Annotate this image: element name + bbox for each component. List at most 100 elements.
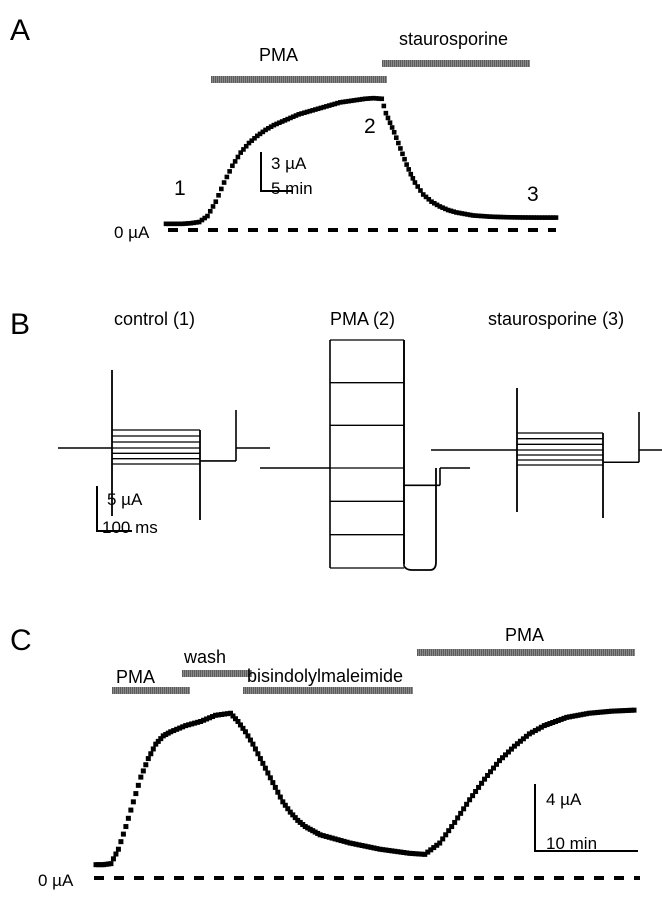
- data-point: [583, 711, 589, 717]
- data-point: [113, 851, 119, 857]
- data-point: [189, 721, 195, 727]
- data-point: [402, 156, 407, 162]
- data-point: [140, 768, 146, 774]
- data-point: [485, 772, 491, 778]
- data-point: [393, 135, 399, 140]
- data-point: [174, 726, 180, 732]
- panel-c-zero-line: [94, 876, 640, 880]
- data-point: [431, 845, 437, 851]
- data-point: [263, 127, 268, 133]
- data-point: [221, 180, 227, 185]
- data-point: [252, 746, 258, 752]
- panel-a-point-label-2: 2: [364, 115, 376, 138]
- data-point: [512, 215, 517, 220]
- data-point: [180, 221, 185, 227]
- data-point: [247, 737, 253, 743]
- data-point: [186, 722, 192, 728]
- data-point: [440, 836, 446, 842]
- data-point: [329, 835, 335, 841]
- data-point: [272, 784, 278, 790]
- panel-b-title-pma: PMA (2): [330, 309, 396, 329]
- data-point: [434, 842, 440, 848]
- data-point: [329, 102, 335, 108]
- data-point: [494, 761, 500, 767]
- data-point: [416, 851, 422, 857]
- data-point: [362, 96, 368, 102]
- data-point: [357, 97, 362, 102]
- data-point: [511, 743, 517, 749]
- data-point: [315, 106, 321, 112]
- sweep-line: [403, 468, 437, 571]
- data-point: [617, 708, 623, 714]
- data-point: [338, 838, 344, 844]
- data-point: [532, 728, 538, 734]
- data-point: [155, 738, 161, 744]
- data-point: [347, 840, 353, 846]
- data-point: [353, 841, 359, 847]
- data-point: [277, 120, 282, 126]
- data-point: [541, 723, 547, 729]
- data-point: [254, 133, 260, 139]
- data-point: [118, 839, 124, 845]
- panel-c-scale-bar: [534, 784, 640, 854]
- data-point: [335, 100, 340, 106]
- data-point: [344, 839, 350, 845]
- data-point: [274, 121, 279, 127]
- data-point: [245, 733, 251, 739]
- data-point: [277, 794, 283, 800]
- data-point: [410, 176, 416, 181]
- data-point: [262, 765, 268, 771]
- data-point: [177, 221, 183, 227]
- data-point: [210, 714, 216, 720]
- data-point: [514, 215, 520, 220]
- data-point: [473, 789, 479, 795]
- data-point: [296, 112, 302, 117]
- data-point: [188, 220, 194, 226]
- data-point: [242, 729, 248, 735]
- data-point: [362, 843, 368, 849]
- data-point: [280, 799, 286, 805]
- data-point: [386, 847, 392, 853]
- data-point: [292, 815, 298, 821]
- data-point: [385, 115, 391, 121]
- panel-b-scale-current-label: 5 µA: [107, 490, 143, 509]
- data-point: [198, 718, 204, 724]
- data-point: [213, 712, 219, 718]
- data-point: [235, 154, 241, 160]
- data-point: [302, 110, 307, 116]
- data-point: [597, 709, 603, 715]
- data-point: [451, 209, 456, 214]
- panel-c-bar-pma-second: [417, 649, 635, 656]
- data-point: [288, 115, 293, 121]
- data-point: [266, 126, 271, 131]
- panel-a-scale-time-label: 5 min: [271, 179, 313, 198]
- data-point: [467, 797, 473, 803]
- data-point: [371, 95, 376, 101]
- data-point: [304, 109, 310, 115]
- panel-c-bar-label-pma-first: PMA: [116, 667, 156, 687]
- data-point: [440, 205, 445, 210]
- data-point: [398, 146, 403, 151]
- data-point: [517, 215, 523, 220]
- panel-c-bar-label-pma-second: PMA: [505, 625, 545, 645]
- data-point: [359, 843, 365, 849]
- panel-letter-b: B: [10, 308, 31, 341]
- data-point: [391, 129, 397, 135]
- data-point: [210, 204, 216, 209]
- data-point: [299, 111, 304, 116]
- data-point: [408, 171, 414, 177]
- data-point: [249, 138, 255, 143]
- data-point: [392, 848, 398, 854]
- data-point: [285, 116, 290, 122]
- data-point: [589, 710, 595, 716]
- data-point: [332, 101, 338, 107]
- data-point: [290, 812, 296, 818]
- data-point: [611, 708, 617, 714]
- data-point: [467, 212, 473, 218]
- data-point: [545, 215, 550, 220]
- data-point: [498, 214, 503, 220]
- data-point: [465, 212, 470, 217]
- panel-c-scale-horizontal: [534, 850, 638, 852]
- data-point: [255, 751, 261, 757]
- data-point: [374, 846, 380, 852]
